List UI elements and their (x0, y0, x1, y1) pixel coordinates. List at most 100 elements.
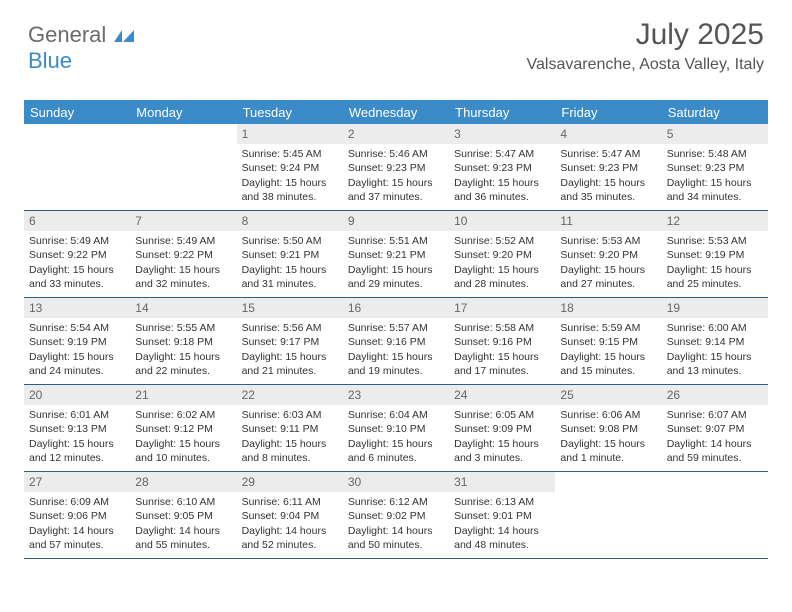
sunrise-line: Sunrise: 6:05 AM (454, 408, 550, 422)
day-number: 8 (237, 211, 343, 231)
sunrise-line: Sunrise: 5:45 AM (242, 147, 338, 161)
daylight-line: Daylight: 15 hours and 36 minutes. (454, 176, 550, 204)
empty-cell (24, 124, 130, 210)
sunrise-line: Sunrise: 6:06 AM (560, 408, 656, 422)
day-cell-24: 24Sunrise: 6:05 AMSunset: 9:09 PMDayligh… (449, 385, 555, 471)
day-body: Sunrise: 5:47 AMSunset: 9:23 PMDaylight:… (449, 144, 555, 210)
sunset-line: Sunset: 9:16 PM (348, 335, 444, 349)
location: Valsavarenche, Aosta Valley, Italy (527, 56, 764, 74)
daylight-line: Daylight: 15 hours and 32 minutes. (135, 263, 231, 291)
day-cell-23: 23Sunrise: 6:04 AMSunset: 9:10 PMDayligh… (343, 385, 449, 471)
sunrise-line: Sunrise: 6:07 AM (667, 408, 763, 422)
daylight-line: Daylight: 15 hours and 28 minutes. (454, 263, 550, 291)
day-number: 14 (130, 298, 236, 318)
day-body: Sunrise: 5:53 AMSunset: 9:19 PMDaylight:… (662, 231, 768, 297)
day-header-tuesday: Tuesday (237, 105, 343, 120)
daylight-line: Daylight: 15 hours and 6 minutes. (348, 437, 444, 465)
day-body: Sunrise: 6:06 AMSunset: 9:08 PMDaylight:… (555, 405, 661, 471)
sunset-line: Sunset: 9:01 PM (454, 509, 550, 523)
logo-icon (114, 28, 136, 44)
daylight-line: Daylight: 15 hours and 13 minutes. (667, 350, 763, 378)
day-cell-25: 25Sunrise: 6:06 AMSunset: 9:08 PMDayligh… (555, 385, 661, 471)
day-number: 28 (130, 472, 236, 492)
daylight-line: Daylight: 15 hours and 10 minutes. (135, 437, 231, 465)
logo: General Blue (28, 22, 136, 74)
day-cell-26: 26Sunrise: 6:07 AMSunset: 9:07 PMDayligh… (662, 385, 768, 471)
day-body: Sunrise: 5:50 AMSunset: 9:21 PMDaylight:… (237, 231, 343, 297)
daylight-line: Daylight: 14 hours and 59 minutes. (667, 437, 763, 465)
day-cell-15: 15Sunrise: 5:56 AMSunset: 9:17 PMDayligh… (237, 298, 343, 384)
sunrise-line: Sunrise: 5:52 AM (454, 234, 550, 248)
day-number: 25 (555, 385, 661, 405)
sunset-line: Sunset: 9:17 PM (242, 335, 338, 349)
day-body: Sunrise: 6:05 AMSunset: 9:09 PMDaylight:… (449, 405, 555, 471)
sunset-line: Sunset: 9:04 PM (242, 509, 338, 523)
sunrise-line: Sunrise: 6:00 AM (667, 321, 763, 335)
sunrise-line: Sunrise: 5:54 AM (29, 321, 125, 335)
day-body: Sunrise: 6:00 AMSunset: 9:14 PMDaylight:… (662, 318, 768, 384)
day-cell-6: 6Sunrise: 5:49 AMSunset: 9:22 PMDaylight… (24, 211, 130, 297)
sunset-line: Sunset: 9:10 PM (348, 422, 444, 436)
day-cell-5: 5Sunrise: 5:48 AMSunset: 9:23 PMDaylight… (662, 124, 768, 210)
empty-cell (555, 472, 661, 558)
day-number: 13 (24, 298, 130, 318)
day-cell-1: 1Sunrise: 5:45 AMSunset: 9:24 PMDaylight… (237, 124, 343, 210)
day-number: 7 (130, 211, 236, 231)
sunset-line: Sunset: 9:12 PM (135, 422, 231, 436)
day-header-monday: Monday (130, 105, 236, 120)
day-body: Sunrise: 5:57 AMSunset: 9:16 PMDaylight:… (343, 318, 449, 384)
daylight-line: Daylight: 15 hours and 1 minute. (560, 437, 656, 465)
day-cell-2: 2Sunrise: 5:46 AMSunset: 9:23 PMDaylight… (343, 124, 449, 210)
sunset-line: Sunset: 9:11 PM (242, 422, 338, 436)
sunset-line: Sunset: 9:08 PM (560, 422, 656, 436)
day-body: Sunrise: 6:13 AMSunset: 9:01 PMDaylight:… (449, 492, 555, 558)
day-number: 2 (343, 124, 449, 144)
day-number: 11 (555, 211, 661, 231)
day-header-row: SundayMondayTuesdayWednesdayThursdayFrid… (24, 100, 768, 124)
sunrise-line: Sunrise: 6:10 AM (135, 495, 231, 509)
day-number: 31 (449, 472, 555, 492)
day-number: 6 (24, 211, 130, 231)
daylight-line: Daylight: 15 hours and 31 minutes. (242, 263, 338, 291)
day-body: Sunrise: 5:51 AMSunset: 9:21 PMDaylight:… (343, 231, 449, 297)
week-row: 27Sunrise: 6:09 AMSunset: 9:06 PMDayligh… (24, 472, 768, 559)
day-cell-10: 10Sunrise: 5:52 AMSunset: 9:20 PMDayligh… (449, 211, 555, 297)
week-row: 20Sunrise: 6:01 AMSunset: 9:13 PMDayligh… (24, 385, 768, 472)
day-cell-8: 8Sunrise: 5:50 AMSunset: 9:21 PMDaylight… (237, 211, 343, 297)
sunset-line: Sunset: 9:07 PM (667, 422, 763, 436)
sunset-line: Sunset: 9:16 PM (454, 335, 550, 349)
daylight-line: Daylight: 15 hours and 15 minutes. (560, 350, 656, 378)
day-number: 3 (449, 124, 555, 144)
daylight-line: Daylight: 15 hours and 25 minutes. (667, 263, 763, 291)
sunset-line: Sunset: 9:20 PM (454, 248, 550, 262)
daylight-line: Daylight: 14 hours and 48 minutes. (454, 524, 550, 552)
sunrise-line: Sunrise: 6:02 AM (135, 408, 231, 422)
sunrise-line: Sunrise: 6:12 AM (348, 495, 444, 509)
sunset-line: Sunset: 9:23 PM (667, 161, 763, 175)
day-number: 23 (343, 385, 449, 405)
day-number: 22 (237, 385, 343, 405)
daylight-line: Daylight: 15 hours and 34 minutes. (667, 176, 763, 204)
sunrise-line: Sunrise: 6:11 AM (242, 495, 338, 509)
sunrise-line: Sunrise: 5:55 AM (135, 321, 231, 335)
day-cell-7: 7Sunrise: 5:49 AMSunset: 9:22 PMDaylight… (130, 211, 236, 297)
day-header-sunday: Sunday (24, 105, 130, 120)
sunrise-line: Sunrise: 5:51 AM (348, 234, 444, 248)
day-cell-20: 20Sunrise: 6:01 AMSunset: 9:13 PMDayligh… (24, 385, 130, 471)
day-number: 24 (449, 385, 555, 405)
sunset-line: Sunset: 9:23 PM (348, 161, 444, 175)
day-cell-31: 31Sunrise: 6:13 AMSunset: 9:01 PMDayligh… (449, 472, 555, 558)
daylight-line: Daylight: 15 hours and 3 minutes. (454, 437, 550, 465)
day-number: 30 (343, 472, 449, 492)
day-cell-11: 11Sunrise: 5:53 AMSunset: 9:20 PMDayligh… (555, 211, 661, 297)
day-number: 12 (662, 211, 768, 231)
sunrise-line: Sunrise: 5:58 AM (454, 321, 550, 335)
sunset-line: Sunset: 9:23 PM (560, 161, 656, 175)
daylight-line: Daylight: 15 hours and 35 minutes. (560, 176, 656, 204)
day-number: 17 (449, 298, 555, 318)
sunset-line: Sunset: 9:06 PM (29, 509, 125, 523)
sunrise-line: Sunrise: 5:49 AM (29, 234, 125, 248)
day-body: Sunrise: 5:49 AMSunset: 9:22 PMDaylight:… (130, 231, 236, 297)
sunset-line: Sunset: 9:24 PM (242, 161, 338, 175)
sunset-line: Sunset: 9:05 PM (135, 509, 231, 523)
